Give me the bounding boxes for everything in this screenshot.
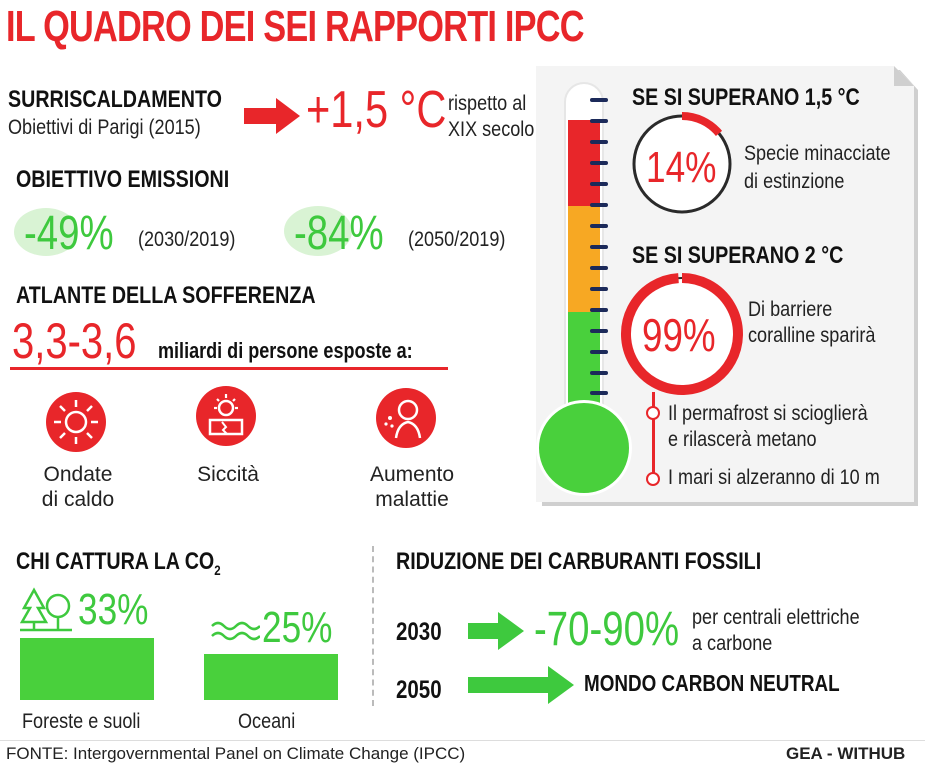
divider [372, 546, 374, 706]
sun-heat-icon [46, 392, 106, 452]
bar-oceans [204, 654, 338, 700]
suffering-text: miliardi di persone esposte a: [158, 338, 413, 363]
co2-value-oceans: 25% [262, 603, 333, 652]
fossil-heading: RIDUZIONE DEI CARBURANTI FOSSILI [396, 548, 762, 575]
panel-text-2b: coralline sparirà [748, 324, 876, 347]
co2-heading-sub: 2 [214, 561, 221, 578]
emissions-value-2: -84% [294, 207, 384, 260]
co2-label-oceans: Oceani [238, 710, 296, 733]
co2-value-forests: 33% [78, 585, 149, 634]
item-label: Ondate [43, 463, 113, 486]
bullet-text-1a: Il permafrost si scioglierà [668, 402, 868, 425]
warming-value: +1,5 °C [306, 81, 447, 139]
warming-note-2: XIX secolo [448, 118, 535, 141]
panel-value-2: 99% [642, 309, 716, 361]
bullet-dot [646, 406, 660, 420]
panel-text-1b: di estinzione [744, 170, 845, 193]
bullet-text-2: I mari si alzeranno di 10 m [668, 466, 880, 489]
item-label: Aumento [369, 463, 455, 486]
ring-99 [621, 273, 743, 395]
suffering-value: 3,3-3,6 [12, 313, 137, 369]
footer-source: FONTE: Intergovernmental Panel on Climat… [6, 744, 466, 763]
co2-heading-text: CHI CATTURA LA CO [16, 548, 215, 575]
footer-credit: GEA - WITHUB [786, 744, 906, 763]
arrow-right-icon [468, 666, 574, 704]
bullet-text-1b: e rilascerà metano [668, 428, 817, 451]
timeline-line [652, 392, 655, 482]
thermometer-ticks [590, 98, 608, 395]
thermometer-orange [568, 206, 600, 312]
co2-heading: CHI CATTURA LA CO2 [16, 548, 221, 578]
highlight-blob [284, 206, 352, 256]
fossil-year-2050: 2050 [396, 676, 442, 704]
bar-forests [20, 638, 154, 700]
item-label: di caldo [41, 488, 115, 511]
suffering-heading: ATLANTE DELLA SOFFERENZA [16, 282, 316, 309]
fossil-note-2050: MONDO CARBON NEUTRAL [584, 670, 840, 696]
arrow-right-icon [468, 612, 524, 650]
waves-icon [211, 621, 260, 641]
item-label: Siccità [197, 463, 259, 486]
emissions-period-2: (2050/2019) [408, 228, 506, 251]
trees-icon [20, 587, 72, 632]
drought-icon [196, 386, 256, 446]
emissions-period-1: (2030/2019) [138, 228, 236, 251]
footer-divider [0, 740, 925, 741]
emissions-heading: OBIETTIVO EMISSIONI [16, 166, 230, 193]
fossil-note-1: per centrali elettriche [692, 606, 860, 629]
fossil-year-2030: 2030 [396, 618, 442, 646]
panel-text-2a: Di barriere [748, 298, 833, 321]
bullet-dot [646, 472, 660, 486]
warming-sub: Obiettivi di Parigi (2015) [8, 116, 201, 139]
page-title: IL QUADRO DEI SEI RAPPORTI IPCC [6, 2, 585, 51]
panel-value-1: 14% [646, 143, 717, 192]
warming-heading: SURRISCALDAMENTO [8, 86, 222, 113]
panel-heading-2: SE SI SUPERANO 2 °C [632, 242, 844, 269]
highlight-blob [14, 208, 78, 256]
panel-heading-1: SE SI SUPERANO 1,5 °C [632, 84, 860, 111]
panel-text-1a: Specie minacciate [744, 142, 891, 165]
warming-note-1: rispetto al [448, 92, 527, 115]
thermometer-bulb [536, 400, 632, 496]
co2-label-forests: Foreste e suoli [22, 710, 141, 733]
emissions-value-1: -49% [24, 207, 114, 260]
divider [10, 367, 448, 370]
fossil-note-2: a carbone [692, 632, 773, 655]
item-label: malattie [375, 488, 449, 511]
fossil-value-2030: -70-90% [534, 603, 680, 656]
ring-14 [632, 112, 732, 214]
arrow-right-icon [244, 98, 300, 134]
sick-person-icon [376, 388, 436, 448]
